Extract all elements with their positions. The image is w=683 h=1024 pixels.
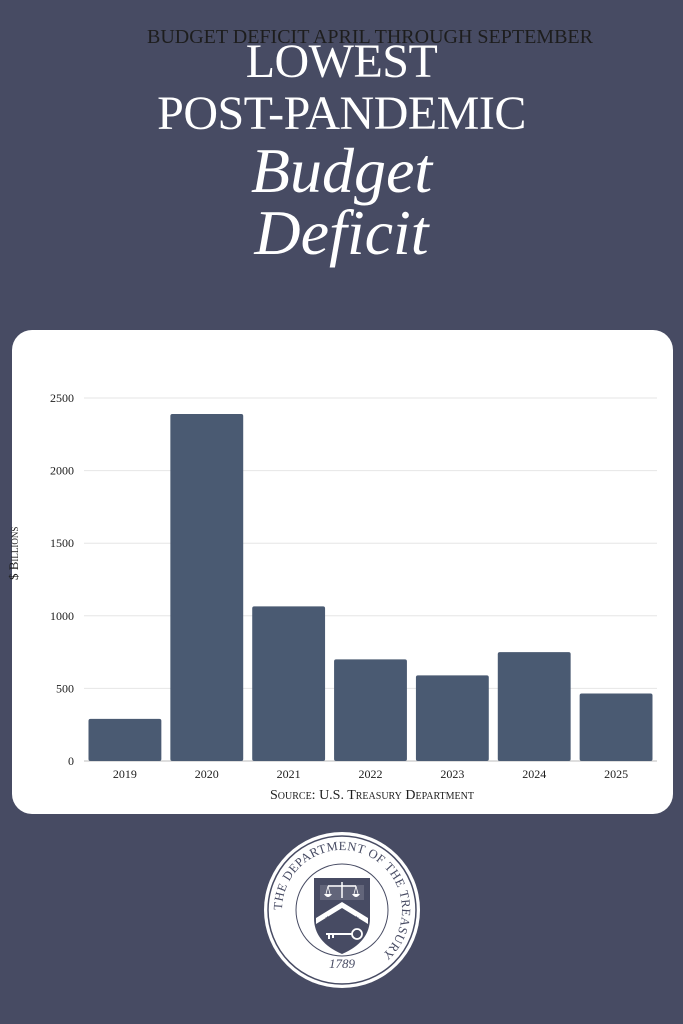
bar-2025 xyxy=(579,693,653,761)
x-tick-label: 2021 xyxy=(277,767,301,781)
x-tick-label: 2022 xyxy=(359,767,383,781)
svg-text:★ ★ ★ ★ ★: ★ ★ ★ ★ ★ xyxy=(325,915,360,922)
treasury-seal-icon: THE DEPARTMENT OF THE TREASURY ★ ★ ★ ★ ★… xyxy=(264,832,420,988)
y-tick-label: 0 xyxy=(68,754,74,768)
bar-2022 xyxy=(334,659,407,761)
bar-2023 xyxy=(415,675,489,761)
bar-2019 xyxy=(88,718,162,761)
y-tick-label: 2000 xyxy=(50,464,74,478)
x-tick-label: 2024 xyxy=(522,767,546,781)
headline-line-4: Deficit xyxy=(254,197,429,268)
x-tick-label: 2019 xyxy=(113,767,137,781)
y-tick-label: 1500 xyxy=(50,536,74,550)
x-tick-label: 2025 xyxy=(604,767,628,781)
y-tick-label: 2500 xyxy=(50,391,74,405)
bar-2020 xyxy=(170,413,244,761)
y-tick-label: 1000 xyxy=(50,609,74,623)
chart-title: BUDGET DEFICIT APRIL THROUGH SEPTEMBER xyxy=(147,26,593,48)
bar-2024 xyxy=(497,652,571,761)
x-tick-label: 2020 xyxy=(195,767,219,781)
headline-line-2: POST-PANDEMIC xyxy=(157,87,526,140)
x-tick-label: 2023 xyxy=(440,767,464,781)
bar-2021 xyxy=(252,606,326,761)
headline: LOWEST POST-PANDEMIC Budget Deficit xyxy=(0,35,683,268)
seal-year: 1789 xyxy=(329,956,356,971)
headline-line-3: Budget xyxy=(250,135,433,206)
chart-source: Source: U.S. Treasury Department xyxy=(270,788,474,803)
y-tick-label: 500 xyxy=(56,681,74,695)
headline-line-1: LOWEST xyxy=(245,35,438,88)
